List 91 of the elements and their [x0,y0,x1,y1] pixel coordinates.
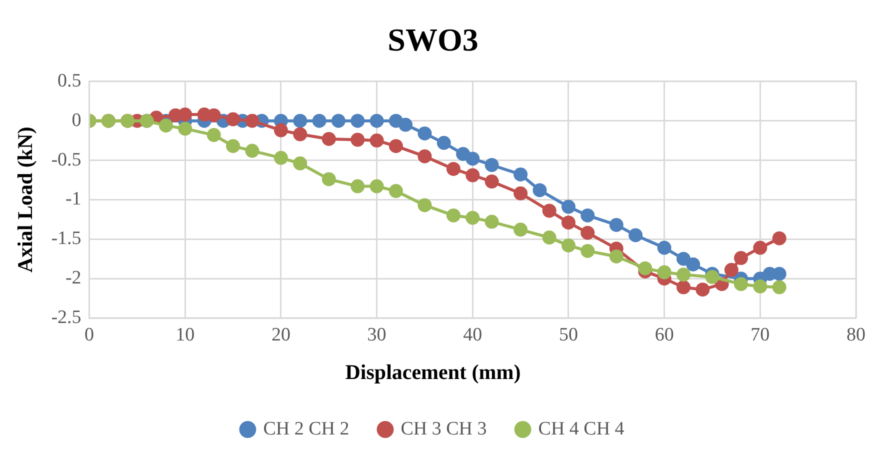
point [388,184,403,198]
point [514,167,528,182]
x-tick-label: 40 [463,324,482,346]
point [418,149,432,164]
x-axis-title: Displacement (mm) [345,360,521,384]
point [331,114,346,128]
point [418,126,432,140]
point [484,174,499,189]
x-tick-label: 30 [367,324,386,346]
legend-label: CH 3 CH 3 [400,418,487,440]
point [542,204,556,218]
point [466,210,480,225]
point [158,118,173,133]
point [724,262,738,277]
point [532,183,547,198]
point [753,279,768,294]
point [370,114,384,128]
point [542,230,556,245]
point [772,231,786,246]
point [580,208,595,222]
y-tick-label: -1 [65,188,82,210]
point [657,240,672,255]
point [226,112,240,126]
point [753,240,768,255]
point [274,123,288,138]
point [312,114,326,128]
y-tick-label: 0 [72,110,82,131]
y-tick-label: -2.5 [51,306,82,328]
point [446,162,460,176]
x-tick-label: 0 [84,324,94,346]
point [293,156,308,170]
point [580,244,595,258]
point [322,172,336,186]
point [293,114,308,128]
point [628,228,643,242]
point [178,108,192,122]
x-tick-label: 80 [846,324,866,346]
point [206,128,221,142]
x-tick-label: 60 [654,324,674,346]
point [206,108,221,122]
point [561,200,576,214]
point [370,134,384,148]
point [686,257,700,272]
point [772,280,786,294]
point [245,144,260,158]
point [388,139,403,154]
point [696,282,710,297]
point [293,127,308,142]
legend-label: CH 2 CH 2 [263,418,350,440]
point [350,132,365,147]
y-tick-label: 0.5 [58,70,82,92]
legend-label: CH 4 CH 4 [538,418,625,440]
point [561,216,576,230]
point [734,251,748,266]
point [638,261,652,276]
point [514,186,528,200]
point [484,214,499,229]
point [370,179,384,194]
point [350,179,365,194]
point [446,208,460,222]
point [734,277,748,292]
point [274,150,288,165]
point [322,132,336,146]
point [609,249,624,264]
x-tick-label: 10 [176,324,195,346]
point [178,122,192,136]
point [657,265,672,280]
y-tick-label: -2 [65,268,82,289]
point [418,198,432,212]
y-tick-label: -1.5 [51,228,82,250]
point [705,270,720,284]
point [226,139,240,154]
x-tick-label: 50 [558,324,578,346]
point [398,118,413,132]
y-axis-title: Axial Load (kN) [13,126,38,273]
point [436,136,451,150]
point [561,238,576,252]
point [676,280,690,294]
point [484,158,499,172]
point [580,226,595,240]
x-tick-label: 20 [271,324,290,346]
point [466,152,480,166]
point [466,168,480,182]
point [609,218,624,232]
point [245,114,260,128]
point [350,114,365,128]
point [676,268,690,282]
y-tick-label: -0.5 [51,149,82,170]
point [514,222,528,237]
chart-title: SWO3 [388,21,478,58]
x-tick-label: 70 [750,324,770,346]
